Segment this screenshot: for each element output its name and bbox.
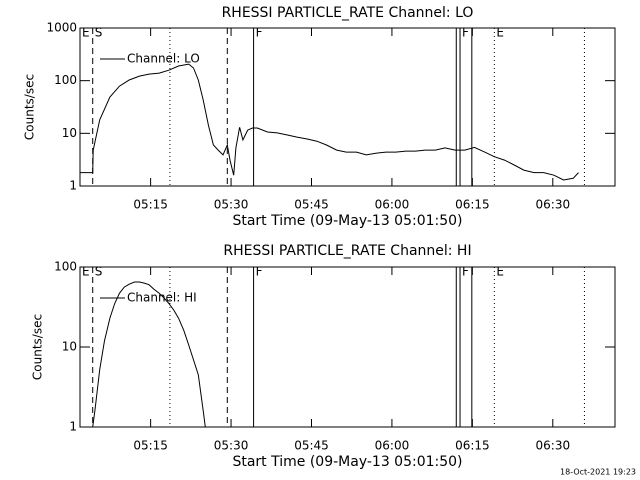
x-axis-label: Start Time (09-May-13 05:01:50) <box>232 213 462 229</box>
footer: 18-Oct-2021 19:23 <box>560 468 636 477</box>
y-tick-label: 1000 <box>46 21 77 35</box>
annotation-label: F <box>256 26 263 40</box>
annotation-label: F <box>462 26 469 40</box>
legend-label: Channel: LO <box>127 52 200 66</box>
data-line <box>92 281 206 427</box>
annotation-label: F <box>256 265 263 279</box>
x-tick-label: 05:45 <box>294 198 329 212</box>
x-tick-label: 06:30 <box>536 198 571 212</box>
x-tick-label: 06:00 <box>375 439 410 453</box>
y-axis-label: Counts/sec <box>31 314 45 380</box>
y-axis-label: Counts/sec <box>23 74 37 140</box>
y-tick-label: 1 <box>69 179 77 193</box>
chart-title: RHESSI PARTICLE_RATE Channel: LO <box>222 5 474 21</box>
annotation-label: F <box>462 265 469 279</box>
y-tick-label: 1 <box>69 420 77 434</box>
x-tick-label: 05:15 <box>133 198 168 212</box>
annotation-label: E <box>496 265 504 279</box>
annotation-label: E <box>82 265 90 279</box>
legend-label: Channel: HI <box>127 291 197 305</box>
y-tick-label: 10 <box>62 340 77 354</box>
x-tick-label: 05:30 <box>214 198 249 212</box>
annotation-label: E <box>496 26 504 40</box>
annotation-label: S <box>95 26 103 40</box>
x-tick-label: 06:15 <box>455 198 490 212</box>
y-tick-label: 100 <box>54 260 77 274</box>
x-tick-label: 06:15 <box>455 439 490 453</box>
x-axis-label: Start Time (09-May-13 05:01:50) <box>232 454 462 470</box>
x-tick-label: 06:30 <box>536 439 571 453</box>
chart-title: RHESSI PARTICLE_RATE Channel: HI <box>223 243 471 259</box>
y-tick-label: 100 <box>54 73 77 87</box>
annotation-label: S <box>95 265 103 279</box>
x-tick-label: 05:15 <box>133 439 168 453</box>
x-tick-label: 06:00 <box>375 198 410 212</box>
x-tick-label: 05:30 <box>214 439 249 453</box>
data-line <box>80 63 579 181</box>
y-tick-label: 10 <box>62 126 77 140</box>
x-tick-label: 05:45 <box>294 439 329 453</box>
annotation-label: E <box>82 26 90 40</box>
